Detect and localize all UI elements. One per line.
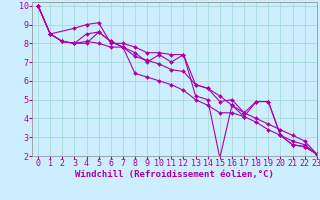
X-axis label: Windchill (Refroidissement éolien,°C): Windchill (Refroidissement éolien,°C) [75, 170, 274, 179]
